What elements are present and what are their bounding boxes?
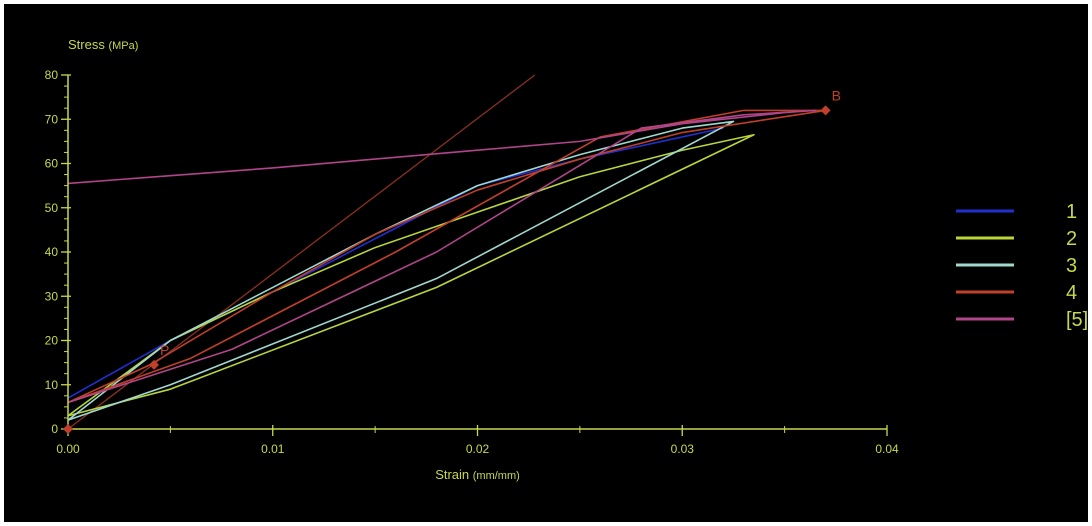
series-line-3 xyxy=(67,120,735,421)
point-marker xyxy=(63,424,73,434)
axes-layer: 0 10 20 30 40 50 60 70 80 0.00 0.01 0.02 0.03 0.04 Str… xyxy=(45,37,899,482)
y-tick-label: 60 xyxy=(45,157,59,171)
point-marker xyxy=(820,105,831,116)
x-tick-label: 0.02 xyxy=(466,442,490,456)
y-tick-label: 10 xyxy=(45,378,59,392)
legend-label: 1 xyxy=(1066,201,1077,223)
legend-label: 2 xyxy=(1066,228,1077,250)
x-tick-label: 0.00 xyxy=(56,442,80,456)
y-tick-label: 30 xyxy=(45,289,59,303)
point-marker xyxy=(148,359,159,370)
series-line-5 xyxy=(67,109,817,404)
series-line-4 xyxy=(67,109,827,404)
legend-label: [5] xyxy=(1066,309,1088,331)
chart-frame: 0 10 20 30 40 50 60 70 80 0.00 0.01 0.02 0.03 0.04 Str… xyxy=(4,4,1088,522)
legend: 1 2 3 4 [5] xyxy=(956,201,1088,331)
x-tick-label: 0.04 xyxy=(875,442,899,456)
marker-label-P: P xyxy=(160,342,169,358)
legend-label: 3 xyxy=(1066,255,1077,277)
y-tick-label: 20 xyxy=(45,334,59,348)
y-tick-label: 80 xyxy=(45,68,59,82)
series-layer xyxy=(67,74,827,430)
y-axis-label: Stress (MPa) xyxy=(68,37,138,52)
marker-label-B: B xyxy=(832,87,841,103)
stress-strain-chart: 0 10 20 30 40 50 60 70 80 0.00 0.01 0.02 0.03 0.04 Str… xyxy=(45,37,1088,482)
y-tick-label: 50 xyxy=(45,201,59,215)
x-tick-label: 0.03 xyxy=(671,442,695,456)
reference-line xyxy=(67,74,536,430)
y-tick-label: 70 xyxy=(45,112,59,126)
series-line-2 xyxy=(67,133,755,417)
x-tick-label: 0.01 xyxy=(261,442,285,456)
y-tick-label: 0 xyxy=(51,422,58,436)
x-axis-label: Strain (mm/mm) xyxy=(435,467,520,482)
legend-label: 4 xyxy=(1066,282,1077,304)
y-tick-label: 40 xyxy=(45,245,59,259)
marker-layer: PB xyxy=(63,87,841,434)
